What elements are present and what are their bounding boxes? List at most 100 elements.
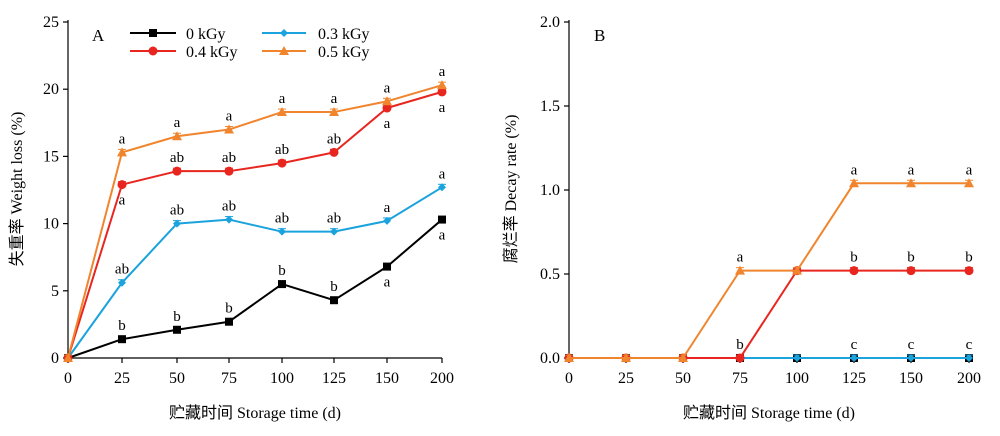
panel-a-chart: 0 25 50 75 100 125 150 200 0 5 10 15 20 25 b b b b b a a ab a… <box>8 14 454 422</box>
data-point-0-4-kgy <box>964 266 974 276</box>
data-point-0-3-kgy <box>793 354 801 362</box>
data-point-0-5-kgy <box>621 353 631 362</box>
significance-label: b <box>173 309 181 325</box>
significance-label: c <box>851 337 858 353</box>
data-point-0-3-kgy <box>330 227 338 236</box>
significance-label: a <box>384 116 391 132</box>
data-point-0-kgy <box>278 280 286 289</box>
legend-marker-circle <box>148 46 158 56</box>
data-point-0-3-kgy <box>118 278 126 287</box>
panel-b-letter: B <box>594 26 605 45</box>
data-point-0-5-kgy <box>678 353 688 362</box>
x-tick-label: 100 <box>270 370 294 387</box>
legend-label: 0.5 kGy <box>318 44 370 61</box>
data-point-0-5-kgy <box>906 178 916 188</box>
significance-label: ab <box>170 203 184 219</box>
significance-label: a <box>384 200 391 216</box>
legend: 0 kGy 0.3 kGy 0.4 kGy 0.5 kGy <box>130 26 370 61</box>
data-point-0-3-kgy <box>383 216 391 225</box>
x-tick-label: 200 <box>957 370 981 387</box>
legend-label: 0 kGy <box>186 26 226 43</box>
legend-item-0-5-kgy: 0.5 kGy <box>262 44 370 61</box>
y-tick-label: 1.5 <box>540 98 560 115</box>
significance-label: a <box>384 275 391 291</box>
y-tick-label: 0.0 <box>540 350 560 367</box>
panel-a-y-axis-title: 失重率 Weight loss (%) <box>8 112 26 267</box>
x-tick-label: 125 <box>842 370 866 387</box>
data-point-0-4-kgy <box>329 147 339 157</box>
significance-label: a <box>119 193 126 209</box>
data-point-0-3-kgy <box>278 227 286 236</box>
data-point-0-4-kgy <box>906 266 916 276</box>
x-tick-label: 200 <box>430 370 454 387</box>
x-tick-label: 100 <box>785 370 809 387</box>
data-point-0-5-kgy <box>277 107 287 117</box>
data-point-0-kgy <box>383 262 391 271</box>
x-tick-label: 125 <box>322 370 346 387</box>
panel-a-significance-labels: b b b b b a a ab ab ab ab ab a a a ab ab ab ab a a a a a a a a a <box>115 64 446 334</box>
panel-b-ticks: 0 25 50 75 100 125 150 200 0.0 0.5 1.0 1.5 2.0 <box>540 14 981 387</box>
panel-b-significance-labels: b c c c b b b a a a a <box>736 162 973 353</box>
data-point-0-5-kgy <box>964 178 974 188</box>
data-point-0-5-kgy <box>849 178 859 188</box>
series-line-0-3-kgy <box>67 186 443 359</box>
data-point-0-5-kgy <box>437 80 447 90</box>
y-tick-label: 1.0 <box>540 182 560 199</box>
significance-label: a <box>439 100 446 116</box>
significance-label: a <box>851 162 858 178</box>
y-tick-label: 10 <box>43 216 59 233</box>
significance-label: c <box>908 337 915 353</box>
x-tick-label: 50 <box>169 370 185 387</box>
data-point-0-3-kgy <box>907 354 915 362</box>
x-tick-label: 25 <box>618 370 634 387</box>
significance-label: ab <box>275 211 289 227</box>
data-point-0-kgy <box>173 325 181 334</box>
x-tick-label: 0 <box>64 370 72 387</box>
significance-label: ab <box>115 262 129 278</box>
significance-label: ab <box>222 199 236 215</box>
significance-label: b <box>225 301 233 317</box>
data-point-0-4-kgy <box>735 353 745 363</box>
series-line-0-kgy <box>67 218 443 359</box>
x-tick-label: 150 <box>899 370 923 387</box>
data-point-0-5-kgy <box>329 107 339 117</box>
significance-label: ab <box>327 131 341 147</box>
data-point-0-4-kgy <box>277 158 287 168</box>
data-point-0-kgy <box>438 215 446 224</box>
significance-label: a <box>331 91 338 107</box>
significance-label: ab <box>222 150 236 166</box>
y-tick-label: 2.0 <box>540 14 560 31</box>
y-tick-label: 25 <box>43 14 59 31</box>
data-point-0-3-kgy <box>173 219 181 228</box>
significance-label: b <box>907 250 915 266</box>
significance-label: a <box>119 131 126 147</box>
y-tick-label: 0.5 <box>540 266 560 283</box>
data-point-0-4-kgy <box>382 103 392 113</box>
y-tick-label: 20 <box>43 81 59 98</box>
significance-label: b <box>330 279 338 295</box>
data-point-0-3-kgy <box>850 354 858 362</box>
significance-label: b <box>278 263 286 279</box>
data-point-0-kgy <box>118 335 126 344</box>
y-tick-label: 5 <box>51 283 59 300</box>
y-tick-label: 0 <box>51 350 59 367</box>
x-tick-label: 75 <box>732 370 748 387</box>
x-tick-label: 75 <box>221 370 237 387</box>
data-point-0-5-kgy <box>382 96 392 106</box>
significance-label: ab <box>275 142 289 158</box>
significance-label: a <box>384 80 391 96</box>
data-point-0-3-kgy <box>965 354 973 362</box>
significance-label: a <box>226 109 233 125</box>
significance-label: b <box>118 318 126 334</box>
significance-label: b <box>850 250 858 266</box>
significance-label: b <box>965 250 973 266</box>
panel-a-x-axis-title: 贮藏时间 Storage time (d) <box>169 404 341 422</box>
data-point-0-5-kgy <box>224 124 234 134</box>
significance-label: a <box>908 162 915 178</box>
legend-item-0-3-kgy: 0.3 kGy <box>262 26 370 43</box>
significance-label: b <box>736 337 744 353</box>
data-point-0-kgy <box>330 296 338 305</box>
data-point-0-4-kgy <box>437 87 447 97</box>
